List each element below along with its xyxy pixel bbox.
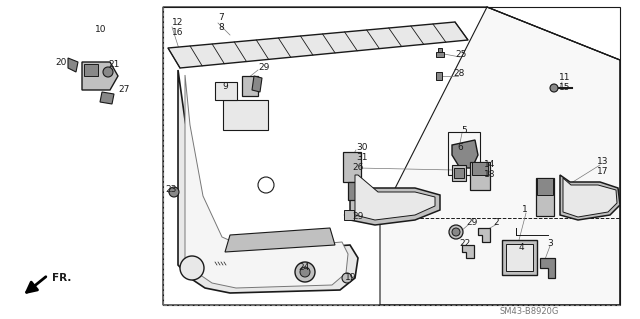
Text: 5: 5 [461,126,467,135]
Polygon shape [452,140,478,168]
Text: 4: 4 [519,243,525,252]
Bar [436,52,444,57]
Polygon shape [185,75,348,288]
Circle shape [295,262,315,282]
Polygon shape [560,175,620,220]
Circle shape [452,228,460,236]
Text: 2: 2 [493,218,499,227]
Text: 14: 14 [484,160,495,169]
Polygon shape [100,92,114,104]
Bar [452,165,466,181]
Bar [438,48,442,52]
Bar [470,162,490,190]
Polygon shape [178,70,358,293]
Polygon shape [462,245,474,258]
Polygon shape [537,178,553,195]
Polygon shape [252,76,262,92]
Polygon shape [454,168,464,178]
Polygon shape [68,58,78,72]
Polygon shape [472,162,488,175]
Text: 3: 3 [547,239,553,248]
Bar [343,152,361,182]
Text: 31: 31 [356,153,367,162]
Bar [163,7,620,305]
Text: 10: 10 [95,25,106,34]
Bar [502,240,537,275]
Circle shape [342,273,352,283]
Text: 21: 21 [108,60,120,69]
Text: 27: 27 [118,85,129,94]
Circle shape [103,67,113,77]
Bar [436,72,442,80]
Text: 29: 29 [466,218,477,227]
Polygon shape [350,170,440,225]
Text: 24: 24 [298,263,309,272]
Text: 17: 17 [597,167,609,176]
Text: 18: 18 [484,170,495,179]
Polygon shape [225,228,335,252]
Text: 26: 26 [352,163,364,172]
Bar [344,210,354,220]
Polygon shape [540,258,555,278]
Text: 29: 29 [258,63,269,72]
Circle shape [550,84,558,92]
Text: 1: 1 [522,205,528,214]
Polygon shape [348,182,358,200]
Text: 22: 22 [459,239,470,248]
Text: 11: 11 [559,73,570,82]
Text: 15: 15 [559,83,570,92]
Bar [215,82,237,100]
Text: 20: 20 [55,58,67,67]
Text: 28: 28 [453,69,465,78]
Text: 29: 29 [352,212,364,221]
Polygon shape [84,64,98,76]
Bar [242,76,258,96]
Text: SM43-B8920G: SM43-B8920G [500,307,559,316]
Text: 12: 12 [172,18,184,27]
Text: 23: 23 [165,185,177,194]
Text: 8: 8 [218,23,224,32]
Circle shape [449,225,463,239]
Text: 16: 16 [172,28,184,37]
Circle shape [180,256,204,280]
Text: 30: 30 [356,143,367,152]
Polygon shape [563,178,617,217]
Text: 13: 13 [597,157,609,166]
Bar [506,244,533,271]
Text: 6: 6 [457,143,463,152]
Polygon shape [355,175,435,220]
Text: 7: 7 [218,13,224,22]
Circle shape [169,187,179,197]
Text: FR.: FR. [52,273,72,283]
Text: 9: 9 [222,82,228,91]
Bar [223,100,268,130]
Polygon shape [380,7,620,305]
Bar [536,178,554,216]
Polygon shape [168,22,468,68]
Polygon shape [82,62,118,90]
Polygon shape [478,228,490,242]
Text: 19: 19 [345,273,356,282]
Text: 25: 25 [455,50,467,59]
Circle shape [300,267,310,277]
